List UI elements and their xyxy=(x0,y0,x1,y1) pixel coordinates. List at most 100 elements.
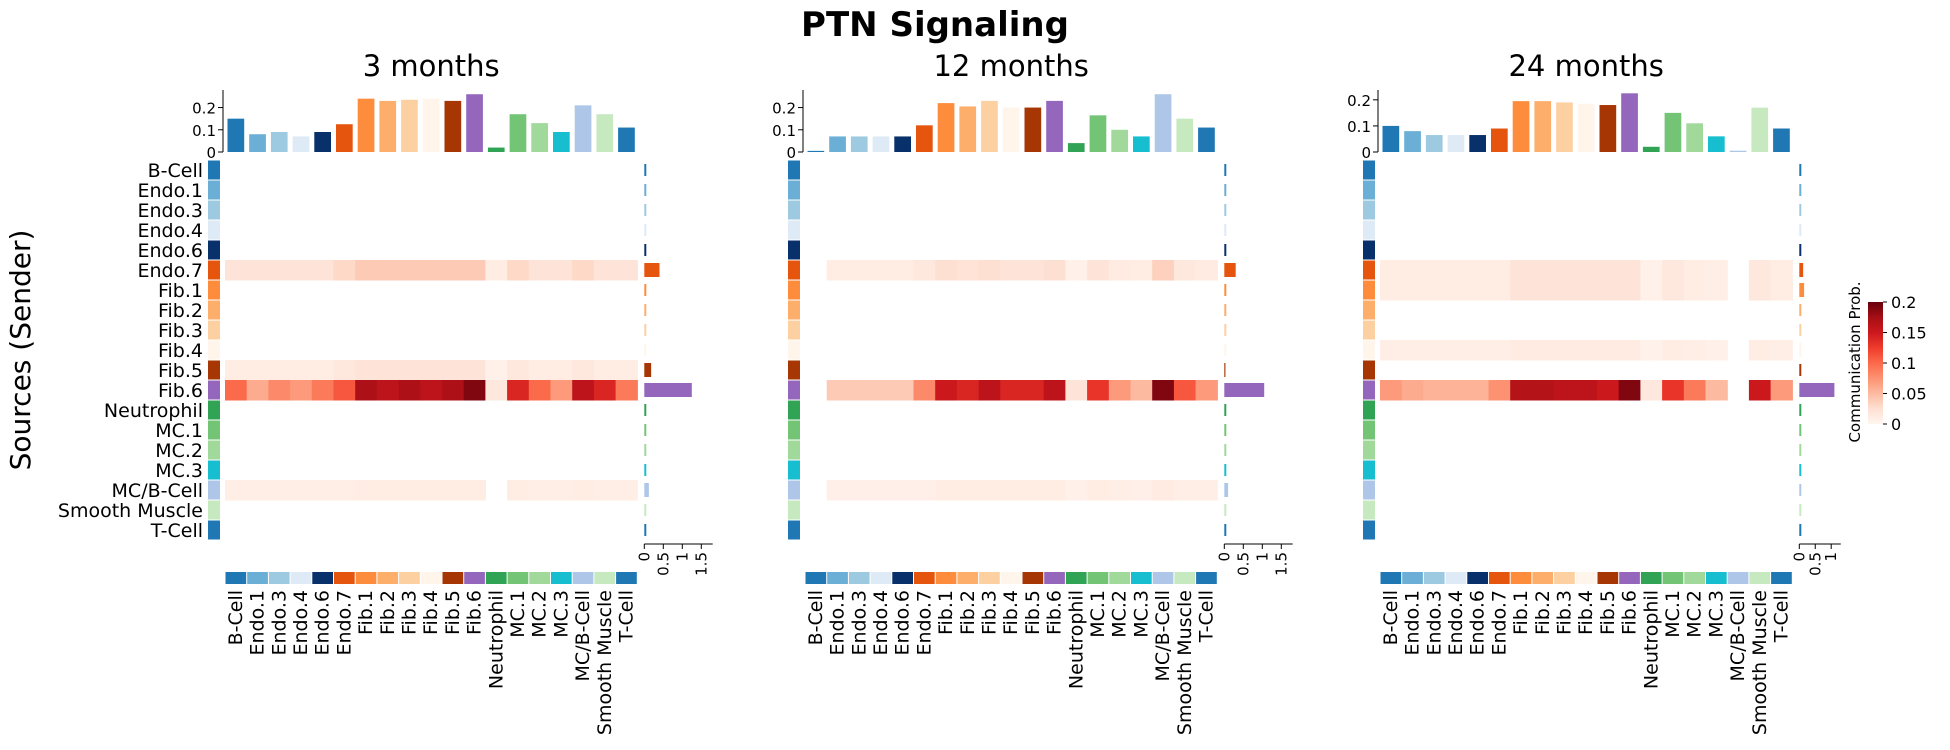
heatmap-cell xyxy=(1065,260,1088,281)
heatmap-cell xyxy=(311,260,335,281)
heatmap-cell xyxy=(420,260,443,281)
incoming-tick-label: 0.2 xyxy=(1347,92,1371,110)
heatmap-cell xyxy=(333,380,356,401)
heatmap-cell xyxy=(1445,260,1468,281)
heatmap-cell xyxy=(442,480,465,501)
row-label: Endo.7 xyxy=(137,260,203,282)
row-label: Endo.3 xyxy=(137,200,203,222)
column-color-strip xyxy=(805,572,1217,584)
heatmap-cell xyxy=(333,480,356,501)
heatmap-cell xyxy=(507,380,530,401)
heatmap-cell xyxy=(1195,260,1218,281)
column-labels: B-Cell Endo.1 Endo.3 Endo.4 Endo.6 Endo.7 Fib.… xyxy=(1380,590,1793,735)
incoming-bar xyxy=(1425,135,1443,152)
heatmap-cell xyxy=(1597,280,1620,301)
outgoing-bar xyxy=(644,383,692,397)
heatmap-cell xyxy=(1466,260,1490,281)
outgoing-bar xyxy=(1224,363,1226,377)
incoming-bar-chart: 0 0.1 0.2 xyxy=(192,90,635,162)
incoming-bar xyxy=(596,114,614,152)
heatmap-cell xyxy=(225,480,248,501)
column-label: Fib.3 xyxy=(978,590,1000,635)
row-label: Neutrophil xyxy=(104,400,203,422)
column-label: MC.2 xyxy=(529,590,551,638)
row-color-swatch xyxy=(1363,240,1375,260)
column-color-swatch xyxy=(1174,572,1196,584)
column-label: Fib.2 xyxy=(377,590,399,635)
row-color-swatch xyxy=(788,160,800,180)
incoming-bar xyxy=(487,147,505,152)
incoming-bar xyxy=(1664,112,1682,152)
heatmap-cell xyxy=(1401,280,1424,301)
heatmap xyxy=(1380,260,1793,401)
heatmap-cell xyxy=(268,380,291,401)
heatmap-cell xyxy=(442,380,465,401)
column-color-swatch xyxy=(935,572,957,584)
row-color-swatch xyxy=(1363,260,1375,280)
outgoing-bar xyxy=(644,263,660,277)
incoming-bar xyxy=(401,99,418,152)
heatmap-cell xyxy=(1488,380,1511,401)
heatmap-cell xyxy=(913,260,936,281)
incoming-bar xyxy=(959,106,977,152)
heatmap-cell xyxy=(956,480,980,501)
colorbar-tick-label: 0.05 xyxy=(1891,385,1927,404)
row-label: Fib.6 xyxy=(158,380,203,402)
heatmap-cell xyxy=(311,380,335,401)
column-color-swatch xyxy=(290,572,312,584)
column-color-swatch xyxy=(355,572,377,584)
outgoing-tick-label: 0.5 xyxy=(1806,552,1824,576)
incoming-bar xyxy=(1556,102,1573,152)
row-color-swatch xyxy=(1363,340,1375,360)
column-labels: B-Cell Endo.1 Endo.3 Endo.4 Endo.6 Endo.7 Fib.… xyxy=(225,590,638,735)
heatmap-cell xyxy=(956,380,980,401)
incoming-bar xyxy=(1067,143,1085,152)
heatmap-cell xyxy=(485,360,508,381)
heatmap-cell xyxy=(572,480,595,501)
panel-0: 3 monthsB-CellEndo.1Endo.3Endo.4Endo.6En… xyxy=(58,49,713,735)
row-label: B-Cell xyxy=(148,160,203,182)
column-label: Neutrophil xyxy=(1640,590,1662,689)
outgoing-bar-chart: 0 0.5 1 1.5 xyxy=(1215,164,1293,576)
outgoing-tick-label: 0.5 xyxy=(654,552,672,576)
heatmap-cell xyxy=(225,360,248,381)
heatmap-cell xyxy=(420,380,443,401)
heatmap-cell xyxy=(956,260,980,281)
heatmap-cell xyxy=(290,480,313,501)
incoming-bar xyxy=(227,118,245,152)
heatmap-cell xyxy=(1043,260,1066,281)
heatmap-cell xyxy=(355,260,378,281)
column-label: MC.2 xyxy=(1109,590,1131,638)
outgoing-tick-label: 0 xyxy=(1215,552,1233,562)
column-label: Fib.2 xyxy=(957,590,979,635)
heatmap-cell xyxy=(1043,480,1066,501)
column-color-swatch xyxy=(1532,572,1554,584)
heatmap-cell xyxy=(333,360,356,381)
heatmap-cell xyxy=(1423,260,1446,281)
row-label: Endo.6 xyxy=(137,240,203,262)
row-color-swatch xyxy=(788,460,800,480)
outgoing-bar xyxy=(1799,343,1802,357)
column-label: T-Cell xyxy=(615,590,637,643)
heatmap-cell xyxy=(593,360,617,381)
y-axis-label: Sources (Sender) xyxy=(4,230,37,471)
column-label: T-Cell xyxy=(1195,590,1217,643)
incoming-bar xyxy=(509,114,527,152)
heatmap-cell xyxy=(246,380,269,401)
outgoing-bar xyxy=(644,483,649,497)
heatmap-cell xyxy=(376,360,400,381)
column-color-swatch xyxy=(551,572,572,584)
heatmap-cell xyxy=(870,260,893,281)
row-color-swatch xyxy=(208,360,220,380)
heatmap-cell xyxy=(1553,340,1576,361)
heatmap-cell xyxy=(1380,380,1403,401)
heatmap-cell xyxy=(572,380,595,401)
heatmap-cell xyxy=(355,480,378,501)
row-label: Fib.1 xyxy=(158,280,203,302)
outgoing-bar xyxy=(1224,383,1265,397)
heatmap-cell xyxy=(1087,260,1110,281)
heatmap-cell xyxy=(572,360,595,381)
incoming-bar xyxy=(379,100,397,152)
row-color-swatch xyxy=(788,220,800,240)
row-color-swatch xyxy=(1363,300,1375,320)
